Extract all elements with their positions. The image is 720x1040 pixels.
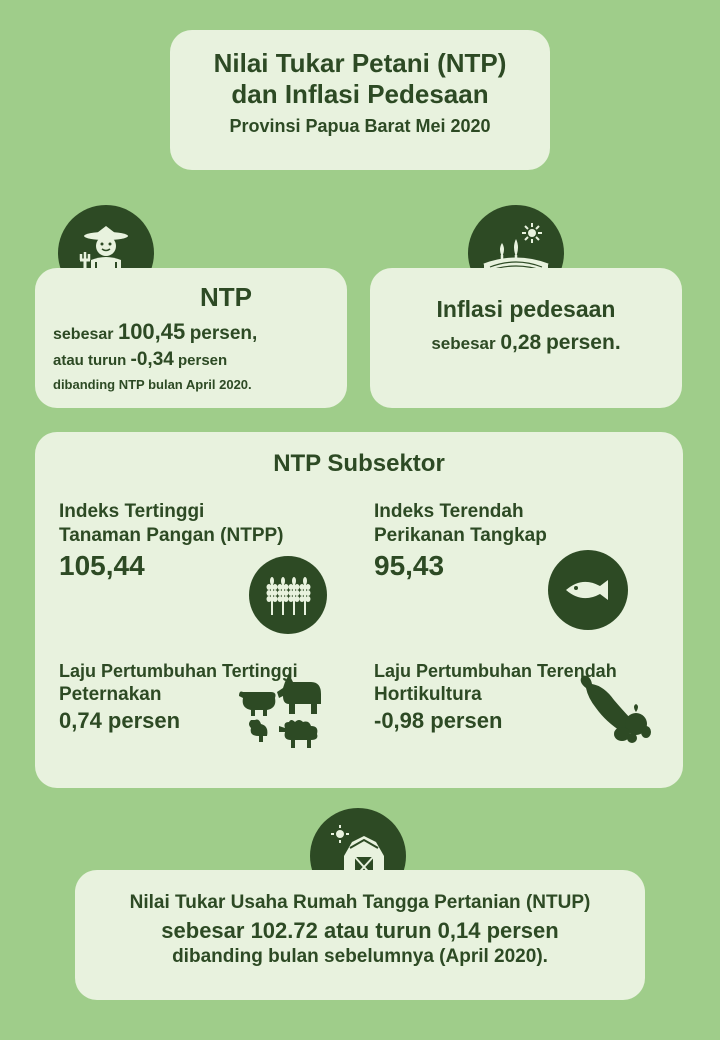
ntp-change: -0,34 [131, 349, 174, 370]
ntp-footnote: dibanding NTP bulan April 2020. [53, 377, 329, 392]
inflasi-title: Inflasi pedesaan [388, 296, 664, 323]
ntp-card: NTP sebesar 100,45 persen, atau turun -0… [35, 268, 347, 408]
wheat-icon [249, 556, 327, 634]
ntp-suffix1: persen, [190, 323, 258, 344]
ntp-line1: sebesar 100,45 persen, [53, 319, 329, 345]
ntp-suffix2: persen [178, 352, 227, 369]
ntup-line1: Nilai Tukar Usaha Rumah Tangga Pertanian… [95, 892, 625, 914]
ntp-value: 100,45 [118, 319, 185, 344]
fish-icon [548, 550, 628, 630]
title-line2: dan Inflasi Pedesaan [180, 79, 540, 110]
subsector-item: Laju Pertumbuhan Tertinggi Peternakan 0,… [59, 660, 344, 780]
inflasi-card: Inflasi pedesaan sebesar 0,28 persen. [370, 268, 682, 408]
subsector-item: Indeks Tertinggi Tanaman Pangan (NTPP) 1… [59, 500, 344, 630]
ntp-prefix2: atau turun [53, 352, 126, 369]
ntp-line2: atau turun -0,34 persen [53, 349, 329, 371]
ntp-prefix1: sebesar [53, 326, 114, 343]
subsector-grid: Indeks Tertinggi Tanaman Pangan (NTPP) 1… [59, 500, 659, 780]
title-subtitle: Provinsi Papua Barat Mei 2020 [180, 116, 540, 137]
title-line1: Nilai Tukar Petani (NTP) [180, 48, 540, 79]
inflasi-suffix: persen. [546, 331, 621, 354]
ntup-line2: sebesar 102.72 atau turun 0,14 persen [95, 918, 625, 944]
livestock-icon [229, 670, 339, 770]
ntup-card: Nilai Tukar Usaha Rumah Tangga Pertanian… [75, 870, 645, 1000]
inflasi-prefix: sebesar [431, 334, 495, 353]
subsector-label2: Perikanan Tangkap [374, 524, 659, 548]
subsector-item: Laju Pertumbuhan Terendah Hortikultura -… [374, 660, 659, 780]
subsector-card: NTP Subsektor Indeks Tertinggi Tanaman P… [35, 432, 683, 788]
subsector-item: Indeks Terendah Perikanan Tangkap 95,43 [374, 500, 659, 630]
ntup-line3: dibanding bulan sebelumnya (April 2020). [95, 946, 625, 968]
inflasi-line: sebesar 0,28 persen. [388, 331, 664, 355]
subsector-label1: Indeks Tertinggi [59, 500, 344, 524]
title-card: Nilai Tukar Petani (NTP) dan Inflasi Ped… [170, 30, 550, 170]
inflasi-value: 0,28 [500, 331, 541, 354]
subsector-title: NTP Subsektor [59, 450, 659, 478]
cornucopia-icon [574, 674, 664, 750]
subsector-label2: Tanaman Pangan (NTPP) [59, 524, 344, 548]
subsector-label1: Indeks Terendah [374, 500, 659, 524]
ntp-title: NTP [123, 282, 329, 313]
